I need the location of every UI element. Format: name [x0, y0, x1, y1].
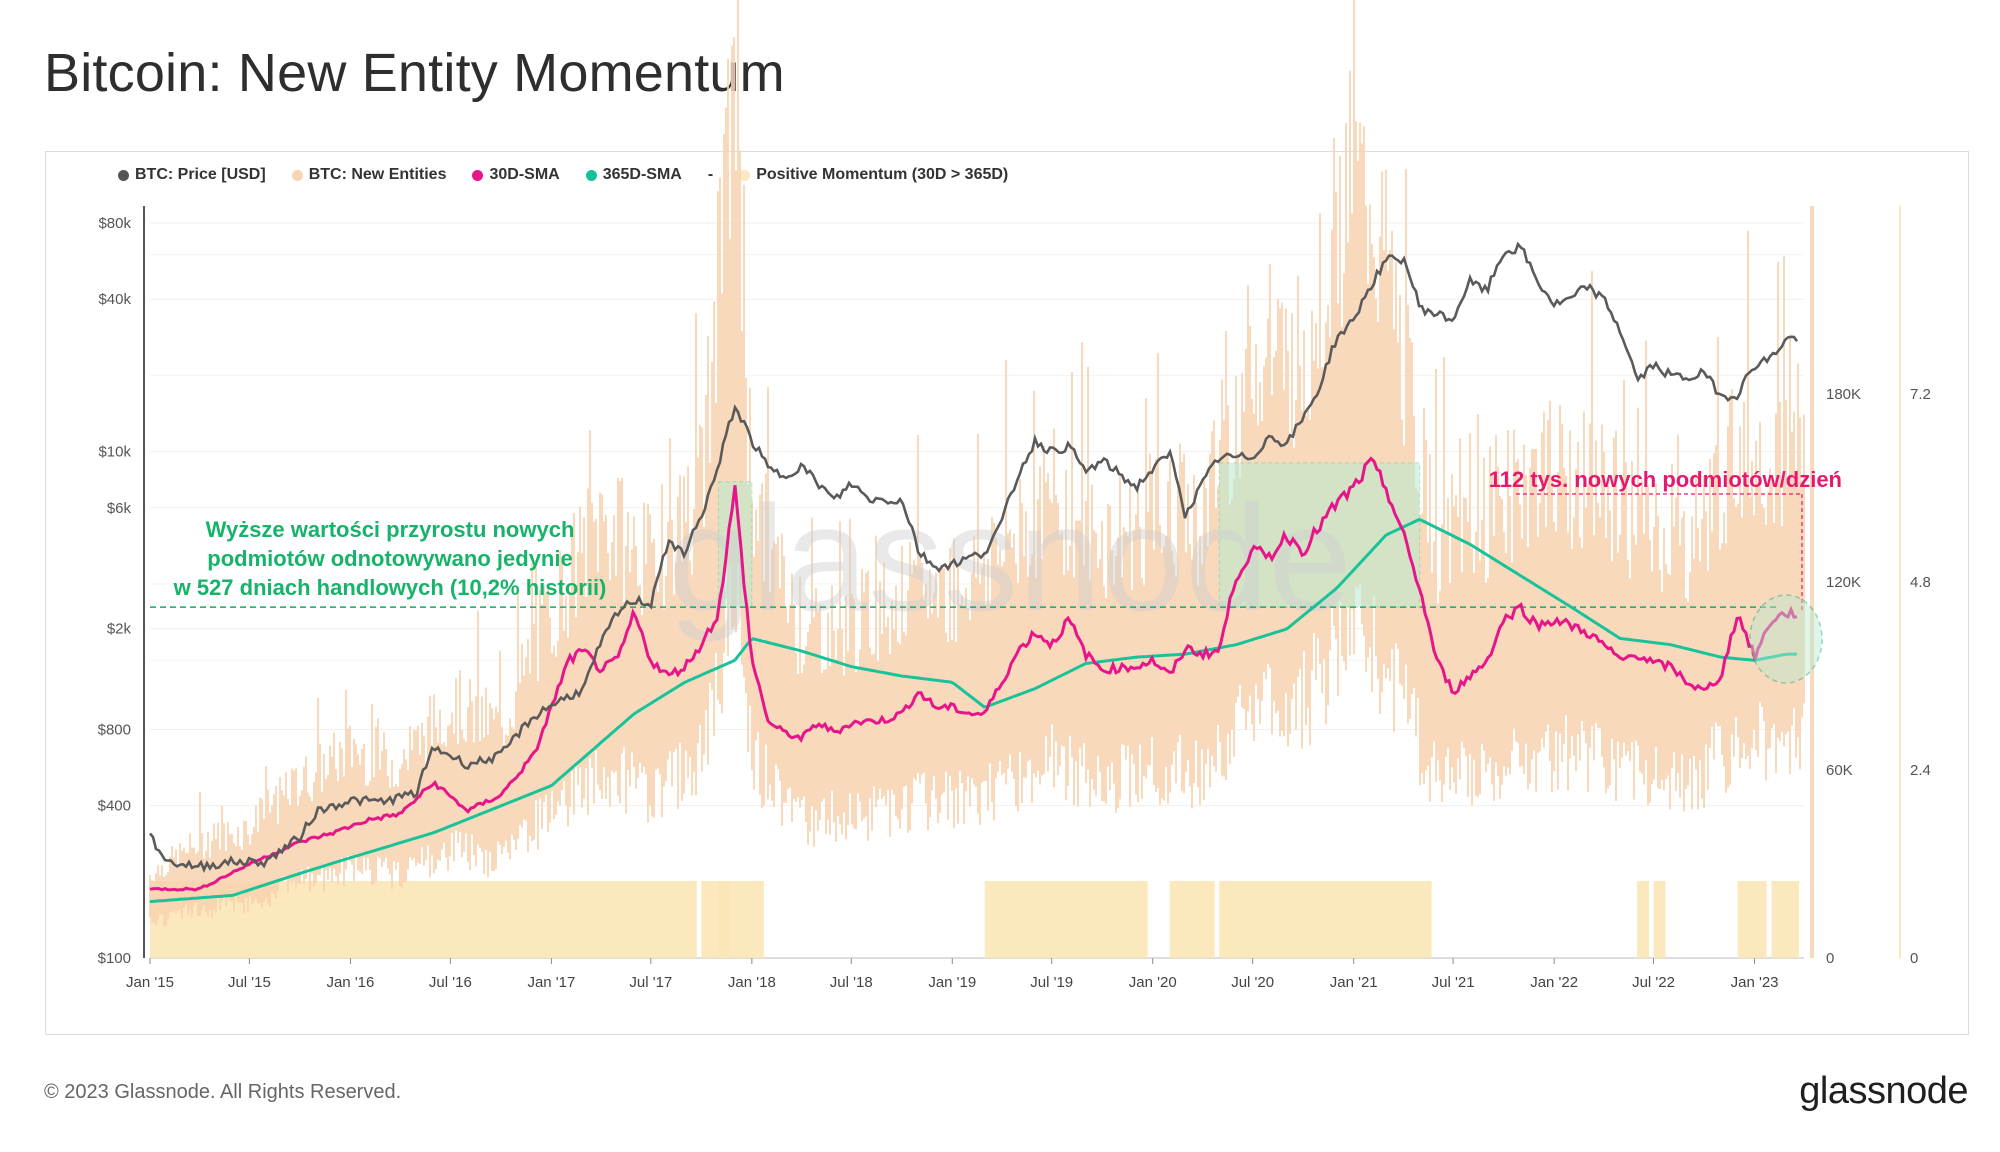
legend-item-sma30[interactable]: 30D-SMA — [472, 166, 560, 184]
x-tick-label: Jul '20 — [1231, 974, 1274, 991]
y-right2-tick-label: 7.2 — [1910, 386, 1931, 403]
y-right2-tick-label: 2.4 — [1910, 762, 1931, 779]
chart-frame — [45, 151, 1969, 1035]
legend-label-sma365: 365D-SMA — [602, 166, 682, 183]
x-tick-label: Jan '20 — [1129, 974, 1177, 991]
y-right2-tick-label: 0 — [1910, 950, 1918, 967]
y-left-tick-label: $80k — [98, 215, 131, 232]
x-tick-label: Jul '19 — [1030, 974, 1073, 991]
legend-dot-new-entities — [291, 169, 303, 181]
x-tick-label: Jan '18 — [728, 974, 776, 991]
legend-separator: - — [707, 166, 714, 183]
y-left-tick-label: $10k — [98, 444, 131, 461]
sma30-line — [149, 456, 1798, 892]
momentum-bar — [1169, 881, 1215, 958]
x-tick-label: Jan '21 — [1330, 974, 1378, 991]
momentum-bar — [1637, 881, 1650, 958]
y-right-tick-label: 120K — [1826, 574, 1861, 591]
annotation-green-line: w 527 dniach handlowych (10,2% historii) — [173, 575, 607, 600]
momentum-bar — [1737, 881, 1767, 958]
new-entities-series — [149, 0, 1805, 927]
x-tick-label: Jan '19 — [928, 974, 976, 991]
watermark-text: glassnode — [668, 474, 1352, 642]
annotation-pink-text: 112 tys. nowych podmiotów/dzień — [1489, 467, 1842, 492]
legend-label-price: BTC: Price [USD] — [135, 166, 266, 183]
y-right2-tick-label: 4.8 — [1910, 574, 1931, 591]
legend-item-price[interactable]: BTC: Price [USD] — [118, 166, 266, 184]
sma365-line — [149, 517, 1797, 904]
y-right-tick-label: 60K — [1826, 762, 1853, 779]
legend-label-sma30: 30D-SMA — [489, 166, 560, 183]
x-tick-label: Jan '23 — [1731, 974, 1779, 991]
x-tick-label: Jul '21 — [1432, 974, 1475, 991]
y-left-tick-label: $100 — [98, 950, 131, 967]
x-tick-label: Jul '15 — [228, 974, 271, 991]
momentum-bar — [984, 881, 1148, 958]
legend-dot-sma30 — [472, 169, 484, 181]
x-tick-label: Jul '22 — [1632, 974, 1675, 991]
price-line — [149, 241, 1799, 873]
momentum-bar — [1653, 881, 1666, 958]
highlight-ellipse — [1749, 594, 1823, 684]
highlight-zone — [717, 481, 753, 608]
legend: BTC: Price [USD] BTC: New Entities 30D-S… — [118, 166, 1034, 184]
legend-dot-sma365 — [585, 169, 597, 181]
x-tick-label: Jan '15 — [126, 974, 174, 991]
x-tick-label: Jan '16 — [326, 974, 374, 991]
momentum-bar — [1219, 881, 1432, 958]
x-tick-label: Jul '16 — [429, 974, 472, 991]
y-left-tick-label: $40k — [98, 291, 131, 308]
momentum-bar — [718, 881, 764, 958]
legend-dot-momentum — [739, 169, 751, 181]
legend-item-momentum[interactable]: Positive Momentum (30D > 365D) — [739, 166, 1008, 184]
brand-logo: glassnode — [1799, 1070, 1968, 1112]
annotation-green-line: podmiotów odnotowywano jedynie — [207, 546, 572, 571]
y-left-tick-label: $800 — [98, 721, 131, 738]
x-tick-label: Jan '22 — [1530, 974, 1578, 991]
y-left-tick-label: $400 — [98, 798, 131, 815]
y-left-tick-label: $2k — [107, 621, 132, 638]
legend-item-sma365[interactable]: 365D-SMA — [585, 166, 682, 184]
legend-dot-price — [118, 169, 129, 181]
x-tick-label: Jul '18 — [830, 974, 873, 991]
x-tick-label: Jul '17 — [629, 974, 672, 991]
page-title: Bitcoin: New Entity Momentum — [44, 43, 785, 103]
legend-label-momentum: Positive Momentum (30D > 365D) — [756, 166, 1009, 183]
y-left-tick-label: $6k — [107, 500, 132, 517]
y-right-tick-label: 180K — [1826, 386, 1861, 403]
copyright-text: © 2023 Glassnode. All Rights Reserved. — [44, 1081, 402, 1103]
annotation-green-line: Wyższe wartości przyrostu nowych — [206, 517, 575, 542]
momentum-bar — [1771, 881, 1799, 958]
legend-item-new-entities[interactable]: BTC: New Entities — [291, 166, 447, 184]
legend-label-new-entities: BTC: New Entities — [308, 166, 447, 183]
x-tick-label: Jan '17 — [527, 974, 575, 991]
y-right-tick-label: 0 — [1826, 950, 1834, 967]
